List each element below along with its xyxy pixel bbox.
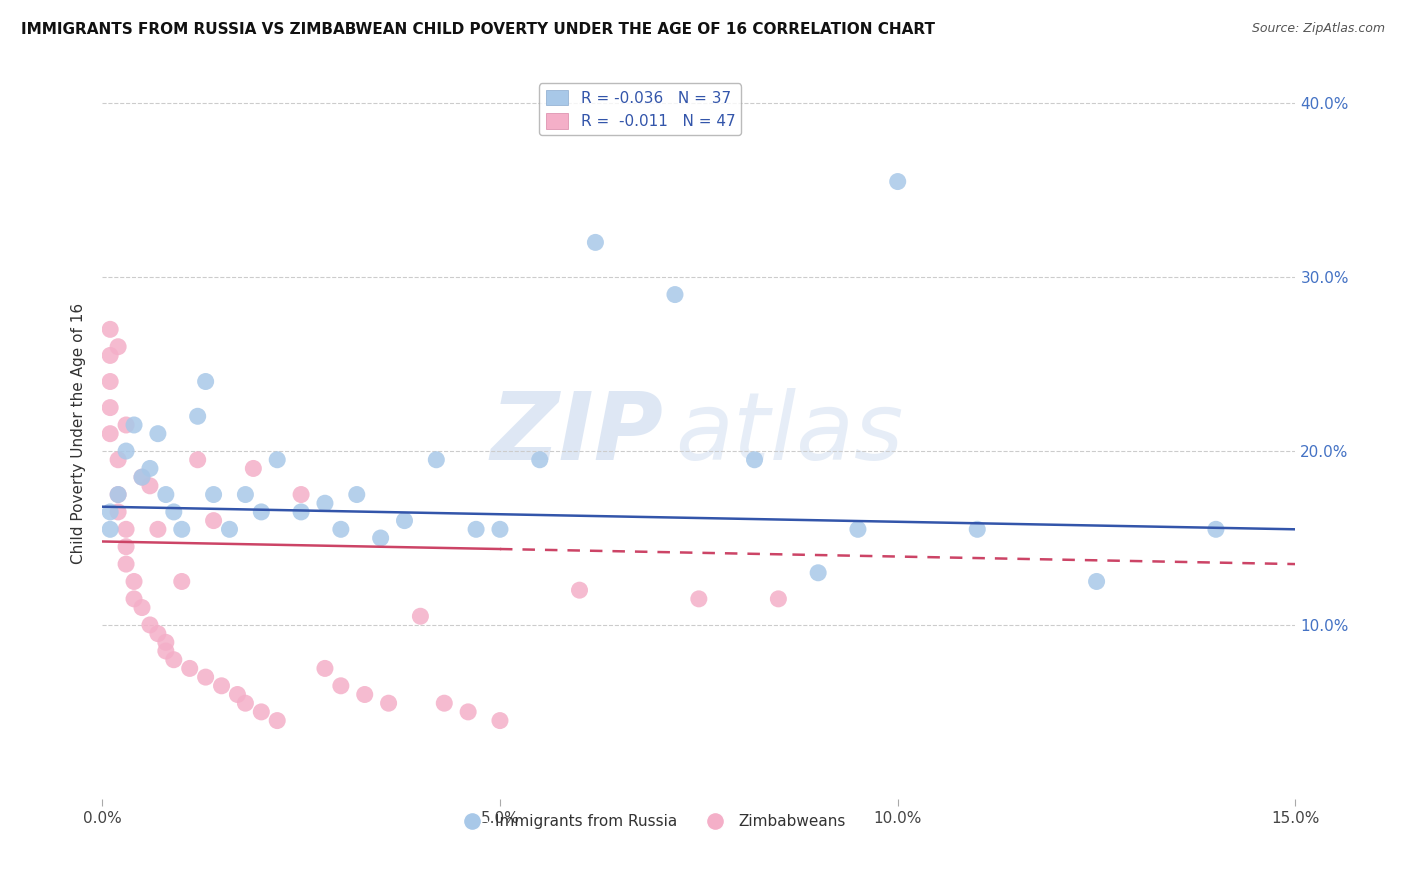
Point bbox=[170, 522, 193, 536]
Point bbox=[568, 583, 591, 598]
Point bbox=[250, 705, 273, 719]
Point bbox=[688, 591, 710, 606]
Point bbox=[583, 235, 606, 250]
Point bbox=[329, 522, 352, 536]
Point bbox=[290, 505, 312, 519]
Point bbox=[250, 505, 273, 519]
Point bbox=[131, 470, 153, 484]
Point bbox=[433, 696, 456, 710]
Point bbox=[1085, 574, 1108, 589]
Point bbox=[1205, 522, 1227, 536]
Point bbox=[202, 514, 225, 528]
Point bbox=[155, 644, 177, 658]
Y-axis label: Child Poverty Under the Age of 16: Child Poverty Under the Age of 16 bbox=[72, 303, 86, 565]
Text: ZIP: ZIP bbox=[491, 388, 664, 480]
Point bbox=[314, 496, 336, 510]
Point bbox=[242, 461, 264, 475]
Point bbox=[457, 705, 479, 719]
Point bbox=[107, 340, 129, 354]
Point bbox=[155, 635, 177, 649]
Point bbox=[98, 505, 121, 519]
Point bbox=[290, 487, 312, 501]
Point bbox=[425, 452, 447, 467]
Point bbox=[529, 452, 551, 467]
Point bbox=[115, 417, 138, 432]
Point bbox=[329, 679, 352, 693]
Point bbox=[235, 487, 257, 501]
Point bbox=[155, 487, 177, 501]
Point bbox=[194, 375, 217, 389]
Point bbox=[107, 487, 129, 501]
Point bbox=[115, 540, 138, 554]
Point bbox=[465, 522, 488, 536]
Point bbox=[744, 452, 766, 467]
Point bbox=[107, 505, 129, 519]
Point bbox=[807, 566, 830, 580]
Point bbox=[966, 522, 988, 536]
Point bbox=[187, 409, 209, 424]
Point bbox=[235, 696, 257, 710]
Point bbox=[98, 401, 121, 415]
Point bbox=[664, 287, 686, 301]
Point bbox=[107, 452, 129, 467]
Point bbox=[377, 696, 399, 710]
Point bbox=[115, 557, 138, 571]
Point bbox=[170, 574, 193, 589]
Point bbox=[211, 679, 233, 693]
Point bbox=[122, 417, 145, 432]
Point bbox=[146, 522, 169, 536]
Point bbox=[163, 505, 186, 519]
Legend: Immigrants from Russia, Zimbabweans: Immigrants from Russia, Zimbabweans bbox=[450, 808, 852, 835]
Point bbox=[202, 487, 225, 501]
Point bbox=[122, 591, 145, 606]
Text: atlas: atlas bbox=[675, 388, 903, 479]
Point bbox=[886, 175, 908, 189]
Point bbox=[107, 487, 129, 501]
Point bbox=[314, 661, 336, 675]
Point bbox=[266, 452, 288, 467]
Point bbox=[846, 522, 869, 536]
Point bbox=[409, 609, 432, 624]
Point bbox=[266, 714, 288, 728]
Point bbox=[163, 653, 186, 667]
Point bbox=[98, 522, 121, 536]
Text: Source: ZipAtlas.com: Source: ZipAtlas.com bbox=[1251, 22, 1385, 36]
Point bbox=[194, 670, 217, 684]
Point bbox=[353, 688, 375, 702]
Point bbox=[115, 522, 138, 536]
Point bbox=[98, 348, 121, 362]
Point bbox=[139, 461, 162, 475]
Point bbox=[394, 514, 416, 528]
Point bbox=[131, 470, 153, 484]
Point bbox=[187, 452, 209, 467]
Point bbox=[98, 375, 121, 389]
Point bbox=[146, 626, 169, 640]
Point bbox=[346, 487, 368, 501]
Point bbox=[115, 444, 138, 458]
Point bbox=[179, 661, 201, 675]
Point bbox=[131, 600, 153, 615]
Point bbox=[98, 426, 121, 441]
Point bbox=[146, 426, 169, 441]
Point bbox=[489, 714, 512, 728]
Text: IMMIGRANTS FROM RUSSIA VS ZIMBABWEAN CHILD POVERTY UNDER THE AGE OF 16 CORRELATI: IMMIGRANTS FROM RUSSIA VS ZIMBABWEAN CHI… bbox=[21, 22, 935, 37]
Point bbox=[226, 688, 249, 702]
Point bbox=[218, 522, 240, 536]
Point bbox=[98, 322, 121, 336]
Point bbox=[122, 574, 145, 589]
Point bbox=[489, 522, 512, 536]
Point bbox=[139, 479, 162, 493]
Point bbox=[768, 591, 790, 606]
Point bbox=[139, 618, 162, 632]
Point bbox=[370, 531, 392, 545]
